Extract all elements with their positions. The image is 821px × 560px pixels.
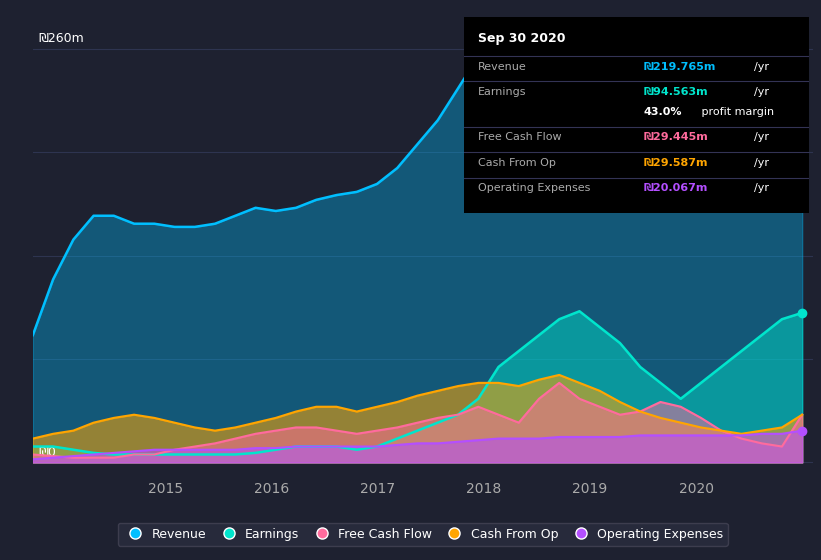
Text: ₪219.765m: ₪219.765m — [643, 62, 716, 72]
Text: Earnings: Earnings — [478, 87, 526, 97]
Text: /yr: /yr — [754, 133, 768, 142]
Text: ₪260m: ₪260m — [38, 32, 84, 45]
Text: ₪0: ₪0 — [38, 446, 56, 459]
Text: Free Cash Flow: Free Cash Flow — [478, 133, 562, 142]
Text: profit margin: profit margin — [699, 107, 774, 117]
Legend: Revenue, Earnings, Free Cash Flow, Cash From Op, Operating Expenses: Revenue, Earnings, Free Cash Flow, Cash … — [117, 523, 728, 546]
Text: 43.0%: 43.0% — [643, 107, 681, 117]
Text: Revenue: Revenue — [478, 62, 526, 72]
Text: /yr: /yr — [754, 184, 768, 193]
Text: /yr: /yr — [754, 158, 768, 168]
Text: ₪94.563m: ₪94.563m — [643, 87, 708, 97]
Text: Sep 30 2020: Sep 30 2020 — [478, 32, 565, 45]
Text: ₪29.587m: ₪29.587m — [643, 158, 708, 168]
Text: Cash From Op: Cash From Op — [478, 158, 556, 168]
Text: Operating Expenses: Operating Expenses — [478, 184, 590, 193]
Text: /yr: /yr — [754, 87, 768, 97]
Text: ₪29.445m: ₪29.445m — [643, 133, 708, 142]
Text: /yr: /yr — [754, 62, 768, 72]
Text: ₪20.067m: ₪20.067m — [643, 184, 708, 193]
